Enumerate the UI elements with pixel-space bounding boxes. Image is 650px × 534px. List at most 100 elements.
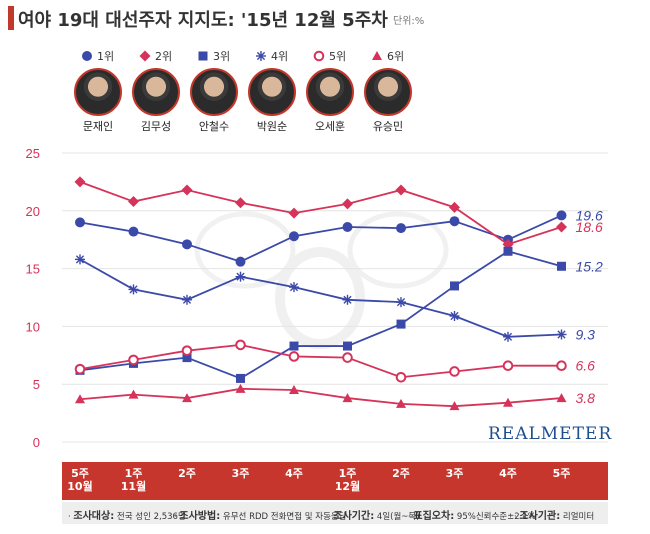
series-line: [79, 214, 562, 263]
data-point: [128, 354, 139, 366]
data-point: [235, 383, 246, 393]
legend-rank: 3위: [213, 50, 231, 63]
x-tick-label: 5주: [552, 467, 571, 480]
data-point: [342, 352, 353, 363]
data-point: [75, 394, 85, 404]
data-point: [342, 198, 353, 210]
data-point: [395, 184, 407, 196]
candidate-name: 안철수: [198, 120, 230, 133]
data-point: [235, 271, 246, 282]
legend-rank: 1위: [97, 50, 115, 63]
data-point: [128, 389, 139, 399]
data-point: [556, 210, 567, 221]
data-point: [235, 197, 246, 209]
y-tick-label: 15: [26, 262, 40, 277]
end-value-label: 9.3: [576, 326, 596, 342]
data-point: [128, 226, 139, 237]
x-tick-label: 4주: [499, 467, 517, 480]
data-point: [557, 261, 566, 271]
data-point: [128, 196, 139, 208]
data-point: [235, 256, 246, 267]
series-line: [79, 258, 562, 338]
data-point: [449, 216, 460, 227]
candidate-name: 유승민: [372, 120, 404, 133]
x-tick-label: 1주 12월: [334, 467, 361, 493]
candidate-name: 김무성: [140, 120, 172, 133]
candidate-name: 문재인: [82, 120, 114, 133]
candidate-portrait: 오세훈: [302, 68, 358, 134]
data-point: [343, 341, 352, 351]
data-point: [75, 217, 85, 228]
portrait-photo: [364, 68, 412, 116]
legend-item: 1위: [80, 48, 114, 68]
portrait-photo: [132, 68, 180, 116]
data-point: [289, 384, 299, 394]
line-chart: 0 5 10 15 20 25 19.618.6 15.2 9.3 6.6 3.8: [26, 146, 608, 450]
series-triangle: 3.8: [75, 383, 595, 411]
chart-title: 여야 19대 대선주자 지지도: '15년 12월 5주차: [18, 10, 388, 31]
portrait-photo: [190, 68, 238, 116]
survey-footer: · 조사대상: 전국 성인 2,536명 · 조사방법: 유무선 RDD 전화면…: [62, 502, 608, 524]
legend-rank: 2위: [155, 50, 173, 63]
legend-rank: 5위: [329, 50, 347, 63]
x-tick-label: 1주 11월: [120, 467, 147, 493]
legend-item: 2위: [138, 48, 172, 68]
x-tick-label: 5주 10월: [67, 467, 93, 493]
end-value-label: 19.6: [576, 207, 603, 223]
series-line: [79, 343, 562, 379]
y-tick-label: 20: [26, 204, 40, 219]
series-star: 9.3: [75, 254, 595, 342]
footer-period: · 조사기간: 4일(월~목): [328, 511, 420, 522]
data-point: [342, 294, 353, 305]
portrait-photo: [248, 68, 296, 116]
data-point: [556, 329, 567, 340]
candidate-portrait: 김무성: [128, 68, 184, 134]
series-ring: 6.6: [74, 339, 595, 383]
data-point: [396, 319, 406, 329]
legend-marker: [198, 51, 208, 61]
legend-marker: [139, 50, 151, 62]
series-diamond: 18.6: [74, 176, 603, 250]
data-point: [449, 366, 460, 377]
data-point: [342, 221, 353, 232]
data-point: [181, 184, 193, 196]
series-line: [79, 387, 562, 408]
title-accent: [8, 6, 14, 30]
data-point: [128, 284, 139, 295]
data-point: [450, 281, 459, 291]
data-point: [503, 397, 513, 407]
candidate-name: 오세훈: [314, 120, 346, 133]
data-point: [182, 353, 192, 363]
data-point: [182, 393, 192, 403]
end-value-label: 18.6: [576, 219, 603, 235]
footer-target: · 조사대상: 전국 성인 2,536명: [68, 511, 186, 522]
grid: [62, 152, 608, 443]
data-point: [288, 207, 300, 219]
legend-item: 3위: [196, 48, 230, 68]
y-tick-label: 0: [33, 435, 40, 450]
legend-marker: [82, 51, 92, 61]
data-point: [449, 310, 460, 321]
y-tick-label: 10: [26, 319, 40, 334]
data-point: [396, 398, 406, 408]
legend-item: 4위: [254, 48, 288, 68]
legend-marker: [256, 51, 266, 61]
data-point: [181, 345, 193, 356]
brand-logo: REALMETER: [488, 424, 613, 444]
data-point: [74, 176, 86, 188]
x-axis-bar: 5주 10월 1주 11월 2주 3주 4주 1주 12월 2주 3주 4주 5주: [62, 462, 608, 500]
series-line: [79, 250, 562, 380]
legend-marker: [313, 50, 325, 62]
data-point: [556, 221, 567, 233]
data-point: [289, 231, 299, 242]
y-tick-label: 25: [26, 146, 40, 161]
title-bar: 여야 19대 대선주자 지지도: '15년 12월 5주차 단위:%: [0, 0, 650, 36]
data-point: [289, 282, 299, 293]
legend-marker: [372, 51, 382, 60]
candidate-portrait: 박원순: [244, 68, 300, 134]
data-point: [449, 401, 460, 411]
data-point: [502, 238, 514, 250]
data-point: [449, 201, 460, 213]
x-tick-label: 2주: [392, 467, 410, 480]
legend-item: 5위: [312, 48, 346, 68]
